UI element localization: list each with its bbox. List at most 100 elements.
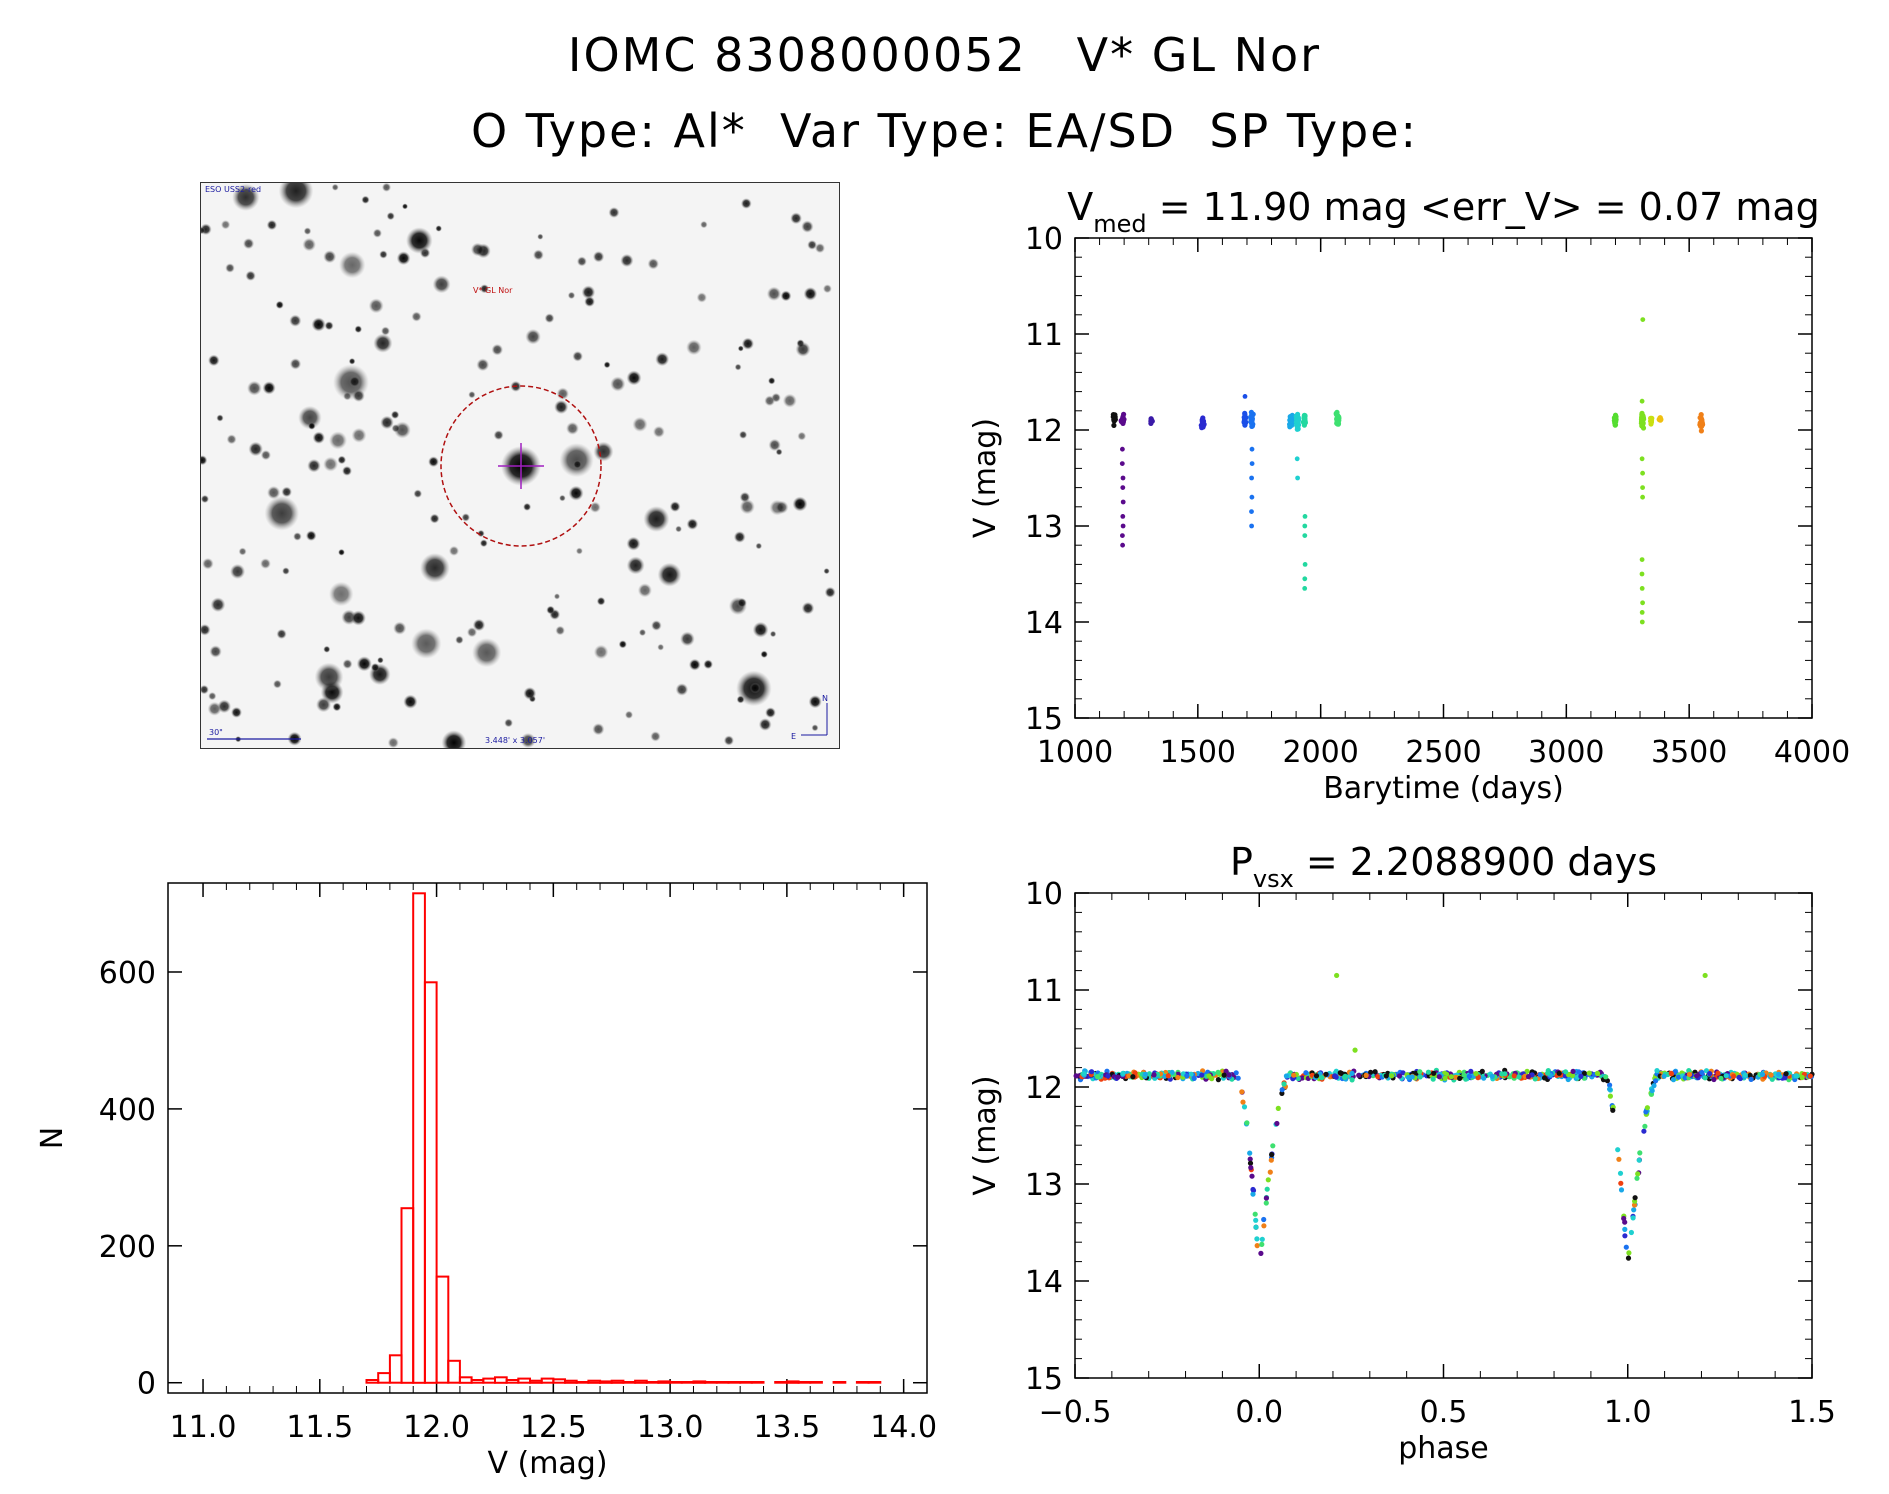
lightcurve-point	[1249, 509, 1254, 514]
field-star	[472, 637, 502, 668]
field-star	[566, 421, 579, 435]
histogram-y-tick-label: 600	[99, 956, 156, 991]
phased-point	[1511, 1073, 1517, 1079]
phased-outlier-point	[1352, 1047, 1358, 1053]
phased-point	[1247, 1160, 1254, 1166]
phased-point	[1081, 1071, 1087, 1077]
lightcurve-point	[1648, 419, 1654, 425]
lightcurve-point	[1302, 416, 1308, 422]
phased-point	[1457, 1075, 1463, 1081]
field-star	[523, 687, 537, 700]
field-star	[338, 548, 345, 556]
field-star	[768, 438, 781, 452]
phased-point	[1715, 1070, 1721, 1076]
phased-point	[1265, 1177, 1271, 1183]
field-star	[769, 630, 777, 638]
field-star	[472, 618, 486, 632]
field-star	[208, 354, 220, 367]
field-star	[669, 501, 681, 512]
phased-point	[1120, 1070, 1126, 1076]
phased-point	[1199, 1072, 1205, 1078]
phased-point	[1532, 1076, 1538, 1082]
field-star	[620, 253, 634, 268]
field-star	[396, 251, 411, 266]
field-star	[504, 718, 513, 728]
phased-plot-frame	[1074, 892, 1813, 1379]
lightcurve-point	[1241, 414, 1247, 420]
lightcurve-point	[1302, 562, 1308, 567]
field-star	[289, 314, 302, 327]
lightcurve-x-tick-label: 2500	[1405, 735, 1481, 770]
field-star	[448, 545, 460, 556]
lightcurve-point	[1120, 485, 1126, 490]
phased-point	[1275, 1105, 1281, 1111]
phased-point	[1264, 1186, 1270, 1192]
phased-point	[1089, 1069, 1095, 1075]
histogram-bar	[423, 981, 438, 1384]
lightcurve-point	[1700, 421, 1706, 428]
phased-point	[1363, 1072, 1369, 1078]
phased-point	[1389, 1073, 1395, 1079]
phased-point	[1607, 1082, 1613, 1088]
lightcurve-x-tick-label: 4000	[1774, 735, 1850, 770]
phased-point	[1799, 1074, 1805, 1081]
histogram-bar	[750, 1381, 765, 1384]
field-star	[356, 656, 372, 672]
phased-point	[1644, 1105, 1650, 1111]
phased-point	[1607, 1086, 1613, 1092]
field-star	[480, 284, 489, 294]
field-star	[657, 562, 682, 587]
field-star	[420, 553, 450, 583]
lightcurve-point	[1336, 415, 1342, 421]
lightcurve-point	[1249, 475, 1254, 481]
field-star	[381, 326, 390, 336]
field-star	[302, 237, 316, 252]
lightcurve-x-tick-label: 3000	[1528, 735, 1604, 770]
field-star	[276, 628, 287, 640]
lightcurve-point	[1120, 446, 1125, 452]
field-star	[281, 486, 292, 498]
field-star	[429, 513, 440, 524]
field-star	[338, 251, 366, 279]
lightcurve-y-tick-label: 11	[1025, 318, 1063, 353]
field-star	[491, 343, 504, 356]
field-star	[247, 380, 262, 396]
phased-point	[1263, 1200, 1269, 1206]
phased-point	[1184, 1073, 1190, 1079]
field-star	[782, 393, 797, 408]
field-star	[455, 635, 464, 645]
phased-point	[1215, 1077, 1221, 1083]
field-star	[533, 249, 544, 261]
phased-point	[1253, 1217, 1259, 1223]
field-star	[386, 212, 395, 221]
field-star	[479, 539, 488, 548]
phased-point	[1516, 1074, 1522, 1080]
field-star	[328, 431, 348, 450]
field-star	[342, 465, 352, 476]
field-size-label: 3.448' x 3.057'	[485, 736, 545, 745]
phased-point	[1413, 1070, 1419, 1076]
field-star	[559, 494, 566, 502]
field-star	[652, 425, 665, 438]
field-star	[589, 501, 601, 513]
field-star	[736, 695, 745, 704]
lightcurve-point	[1640, 425, 1647, 431]
lightcurve-point	[1294, 456, 1300, 462]
lightcurve-point	[1612, 417, 1618, 424]
phased-point	[1607, 1093, 1613, 1099]
phased-point	[1793, 1073, 1799, 1079]
field-star	[201, 494, 209, 504]
phased-point	[1643, 1109, 1649, 1115]
field-star	[220, 220, 231, 230]
field-star	[739, 499, 755, 515]
phased-point	[1319, 1075, 1325, 1081]
histogram-y-axis-label: N	[35, 1127, 70, 1149]
field-star	[273, 679, 282, 689]
phased-point	[1468, 1068, 1474, 1074]
lightcurve-x-tick-label: 3500	[1651, 735, 1727, 770]
phased-x-axis-label: phase	[1398, 1431, 1489, 1466]
phased-point	[1615, 1147, 1621, 1153]
field-star	[201, 455, 208, 466]
phased-point	[1146, 1071, 1152, 1077]
